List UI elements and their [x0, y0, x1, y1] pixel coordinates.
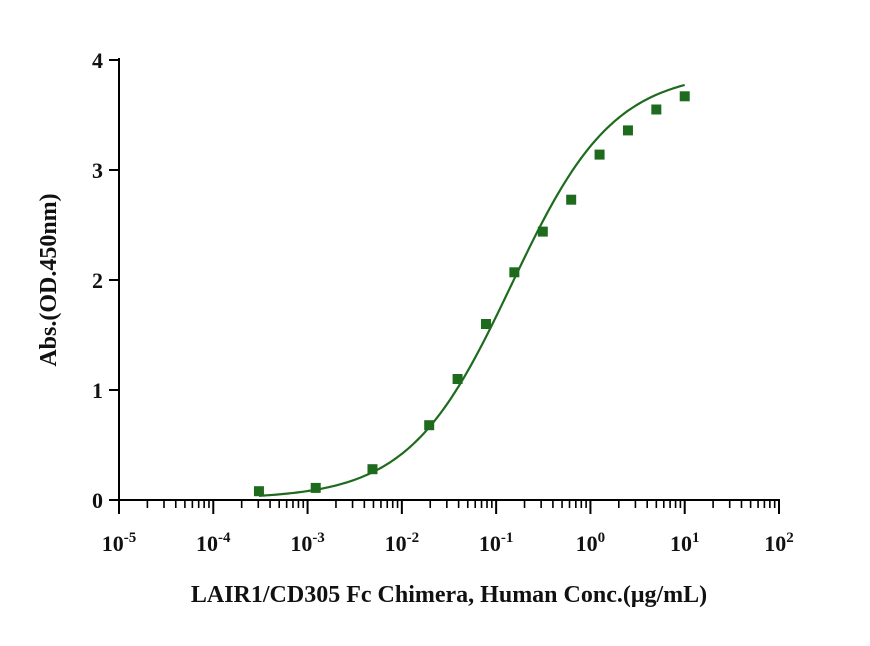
x-tick-label: 10-2 — [385, 530, 420, 556]
fit-curve — [258, 83, 685, 497]
data-point — [452, 374, 463, 384]
x-tick-label: 102 — [764, 530, 794, 556]
data-points — [253, 91, 690, 497]
x-tick-label: 10-5 — [102, 530, 137, 556]
tick-labels: 0 1 2 3 4 10-5 10-4 10-3 10-2 10-1 100 101 102 — [92, 48, 794, 556]
axes — [109, 58, 780, 514]
data-point — [367, 464, 378, 475]
fit-curve-layer — [258, 83, 685, 497]
data-point — [651, 104, 662, 115]
y-tick-label: 2 — [92, 268, 103, 293]
data-point — [566, 194, 577, 205]
y-tick-label: 1 — [92, 378, 103, 403]
x-tick-label: 101 — [670, 530, 700, 556]
data-point — [679, 91, 690, 102]
y-tick-label: 3 — [92, 158, 103, 183]
data-point — [480, 319, 491, 329]
y-axis-title: Abs.(OD.450nm) — [36, 193, 62, 366]
data-point — [622, 125, 633, 136]
data-point — [594, 149, 605, 160]
x-tick-label: 10-1 — [479, 530, 513, 556]
x-tick-label: 10-4 — [196, 530, 231, 556]
x-tick-label: 10-3 — [290, 530, 325, 556]
y-tick-label: 4 — [92, 48, 103, 73]
y-tick-label: 0 — [92, 488, 103, 513]
data-point — [509, 267, 520, 278]
data-point — [537, 226, 548, 237]
data-point — [424, 420, 435, 431]
data-point — [253, 486, 264, 497]
x-axis-title: LAIR1/CD305 Fc Chimera, Human Conc.(μg/m… — [191, 582, 707, 608]
data-point — [310, 482, 321, 493]
x-tick-label: 100 — [576, 530, 606, 556]
